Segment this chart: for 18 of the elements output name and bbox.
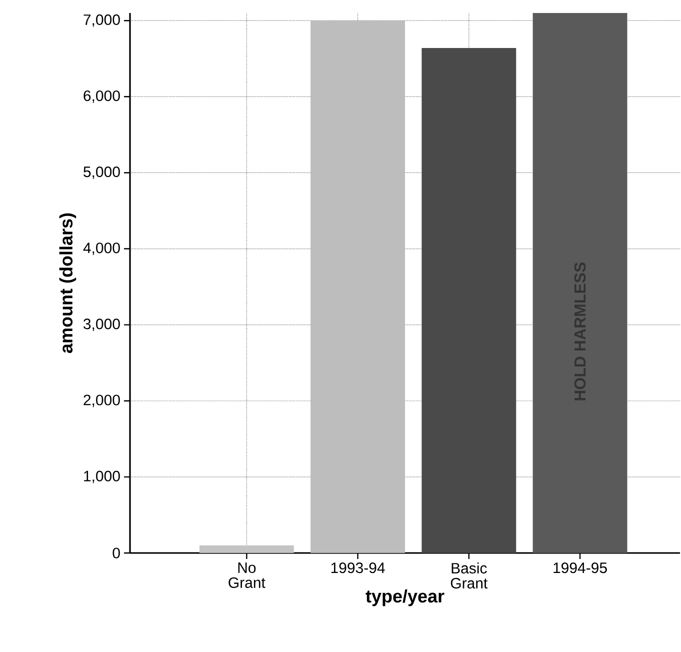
y-axis-title: amount (dollars) bbox=[59, 213, 76, 353]
bar bbox=[199, 545, 294, 553]
y-tick-label: 0 bbox=[112, 548, 120, 558]
y-tick-label: 6,000 bbox=[84, 90, 120, 103]
y-tick-label: 1,000 bbox=[84, 470, 120, 484]
x-tick-label: Basic Grant bbox=[450, 562, 488, 589]
y-tick-label: 4,000 bbox=[83, 242, 120, 255]
x-tick-label: No Grant bbox=[228, 562, 266, 588]
x-tick-label: 1993-94 bbox=[331, 562, 385, 574]
y-tick-label: 5,000 bbox=[84, 166, 120, 179]
y-tick-label: 3,000 bbox=[84, 318, 120, 332]
bar bbox=[532, 12, 628, 553]
x-axis-title: type/year bbox=[366, 589, 444, 606]
bar bbox=[310, 20, 406, 553]
x-tick-label: 1994-95 bbox=[554, 562, 607, 574]
bar bbox=[422, 48, 516, 553]
y-tick-label: 7,000 bbox=[84, 14, 120, 27]
y-tick-label: 2,000 bbox=[84, 394, 120, 408]
